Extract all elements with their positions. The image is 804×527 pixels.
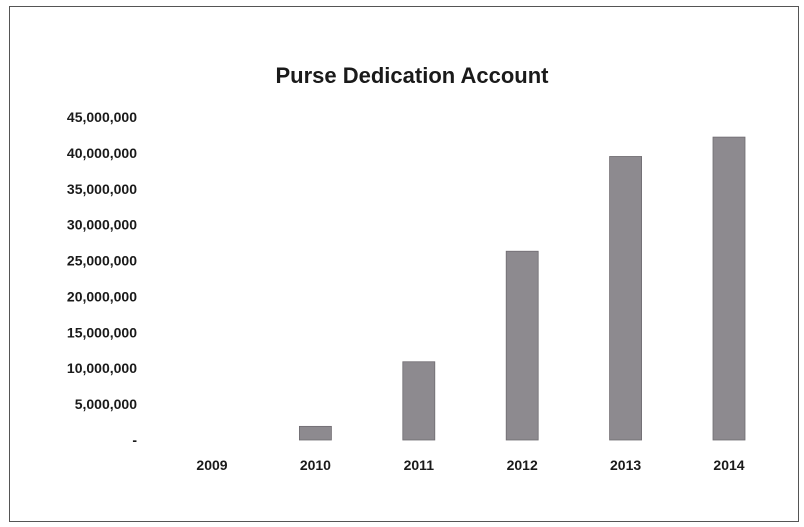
x-tick-label-2011: 2011 — [404, 457, 435, 473]
y-tick-label: 30,000,000 — [67, 217, 137, 233]
x-tick-label-2012: 2012 — [507, 457, 538, 473]
x-tick-label-2014: 2014 — [713, 457, 744, 473]
bar-2012 — [505, 250, 539, 441]
bar-2011 — [402, 361, 436, 441]
chart-title: Purse Dedication Account — [275, 63, 549, 88]
y-tick-label: 15,000,000 — [67, 324, 137, 340]
x-tick-label-2010: 2010 — [300, 457, 331, 473]
y-tick-label: - — [132, 432, 137, 448]
bars — [298, 136, 746, 441]
x-tick-label-2009: 2009 — [196, 457, 227, 473]
bar-2010 — [298, 425, 332, 441]
y-tick-label: 25,000,000 — [67, 253, 137, 269]
x-tick-label-2013: 2013 — [610, 457, 641, 473]
bar-2013 — [609, 156, 642, 441]
y-tick-label: 5,000,000 — [75, 396, 137, 412]
y-tick-label: 35,000,000 — [67, 181, 137, 197]
y-axis-ticks: - 5,000,000 10,000,000 15,000,000 20,000,000… — [67, 109, 137, 448]
x-axis-ticks: 2009 2010 2011 2012 2013 2014 — [196, 457, 744, 473]
bar-2014 — [712, 136, 746, 441]
y-tick-label: 20,000,000 — [67, 288, 137, 304]
y-tick-label: 10,000,000 — [67, 360, 137, 376]
y-tick-label: 40,000,000 — [67, 145, 137, 161]
y-tick-label: 45,000,000 — [67, 109, 137, 125]
